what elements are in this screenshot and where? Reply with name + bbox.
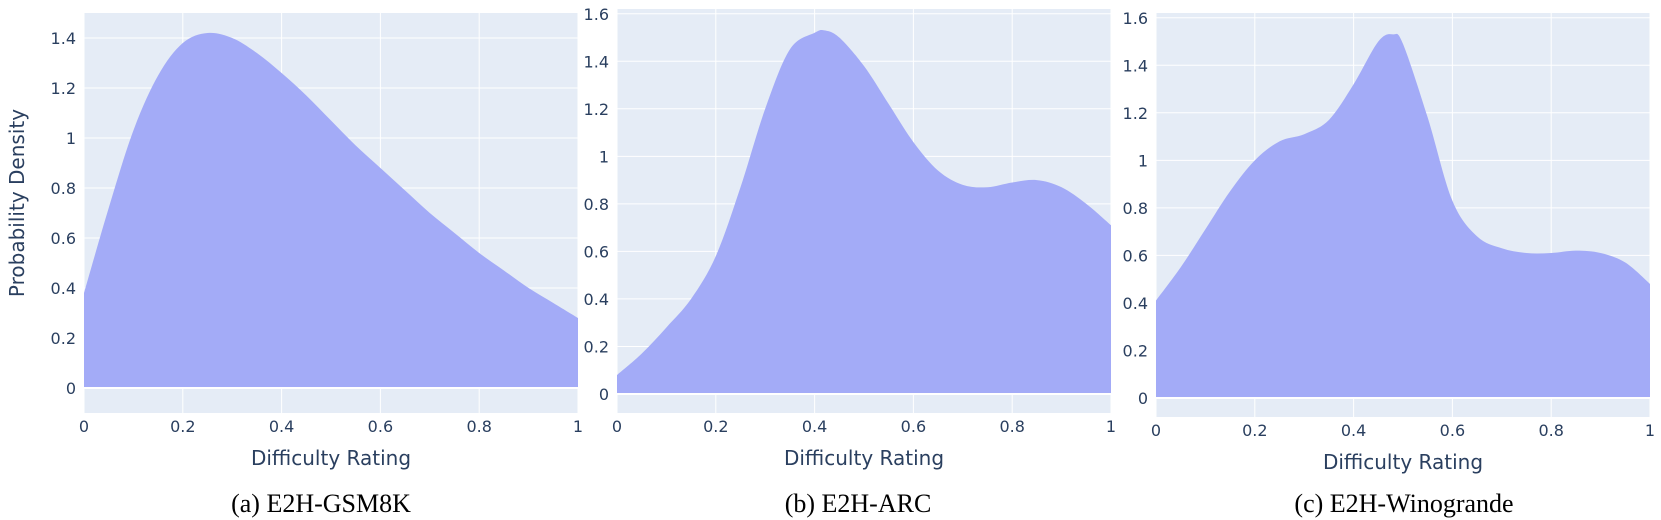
density-area xyxy=(617,29,1111,394)
y-tick-label: 0 xyxy=(66,379,76,398)
panel-winogrande: 0 0.2 0.4 0.6 0.8 1 1.2 1.4 1.6 0 0.2 0.4 0.6 0.8 1 Dif… xyxy=(1123,9,1656,518)
y-axis-title: Probability Density xyxy=(5,109,29,297)
x-tick-label: 0.6 xyxy=(901,417,926,436)
x-tick-label: 0.4 xyxy=(269,417,294,436)
y-tick-label: 0.2 xyxy=(584,337,609,356)
x-tick-label: 0.8 xyxy=(999,417,1024,436)
x-tick-label: 0.2 xyxy=(170,417,195,436)
x-tick-label: 0.4 xyxy=(802,417,827,436)
density-area xyxy=(84,32,578,388)
y-tick-label: 0.8 xyxy=(1123,199,1148,218)
x-tick-label: 0 xyxy=(79,417,89,436)
y-tick-label: 1.4 xyxy=(51,29,76,48)
y-tick-label: 0 xyxy=(1138,389,1148,408)
x-tick-label: 0.8 xyxy=(1538,421,1563,440)
x-tick-label: 1 xyxy=(1645,421,1655,440)
y-tick-label: 0.2 xyxy=(1123,341,1148,360)
panel-caption: (a) E2H-GSM8K xyxy=(231,489,411,518)
x-tick-label: 0.6 xyxy=(1440,421,1465,440)
y-tick-label: 1.2 xyxy=(584,100,609,119)
y-tick-label: 1.4 xyxy=(1123,56,1148,75)
panel-caption: (c) E2H-Winogrande xyxy=(1294,489,1513,518)
y-tick-label: 1 xyxy=(599,147,609,166)
y-tick-label: 1.2 xyxy=(51,79,76,98)
x-axis-title: Difficulty Rating xyxy=(251,446,411,470)
panel-arc: 0 0.2 0.4 0.6 0.8 1 1.2 1.4 1.6 0 0.2 0.4 0.6 0.8 1 Dif… xyxy=(584,5,1117,518)
x-axis-title: Difficulty Rating xyxy=(1323,450,1483,474)
panel-gsm8k: 0 0.2 0.4 0.6 0.8 1 1.2 1.4 0 0.2 0.4 0.6 0.8 1 Diffic… xyxy=(5,13,583,518)
x-tick-label: 0 xyxy=(1151,421,1161,440)
y-tick-label: 1 xyxy=(1138,151,1148,170)
y-tick-label: 1.4 xyxy=(584,52,609,71)
x-tick-label: 0.6 xyxy=(368,417,393,436)
x-tick-label: 0.2 xyxy=(1242,421,1267,440)
y-tick-label: 0.2 xyxy=(51,329,76,348)
panel-caption: (b) E2H-ARC xyxy=(785,489,932,518)
y-tick-label: 0 xyxy=(599,385,609,404)
y-tick-label: 0.8 xyxy=(584,195,609,214)
density-area xyxy=(1156,33,1650,398)
y-tick-label: 0.4 xyxy=(584,290,609,309)
y-tick-label: 0.8 xyxy=(51,179,76,198)
x-tick-label: 0.4 xyxy=(1341,421,1366,440)
x-tick-label: 0.8 xyxy=(466,417,491,436)
x-axis-title: Difficulty Rating xyxy=(784,446,944,470)
x-tick-label: 0 xyxy=(612,417,622,436)
y-tick-label: 0.6 xyxy=(51,229,76,248)
x-tick-label: 1 xyxy=(1106,417,1116,436)
y-tick-label: 0.4 xyxy=(1123,294,1148,313)
y-tick-label: 1.2 xyxy=(1123,104,1148,123)
y-tick-label: 0.6 xyxy=(584,242,609,261)
y-tick-label: 1.6 xyxy=(1123,9,1148,28)
y-tick-label: 0.4 xyxy=(51,279,76,298)
x-tick-label: 1 xyxy=(573,417,583,436)
y-tick-label: 1 xyxy=(66,129,76,148)
y-tick-label: 0.6 xyxy=(1123,246,1148,265)
x-tick-label: 0.2 xyxy=(703,417,728,436)
y-tick-label: 1.6 xyxy=(584,5,609,24)
